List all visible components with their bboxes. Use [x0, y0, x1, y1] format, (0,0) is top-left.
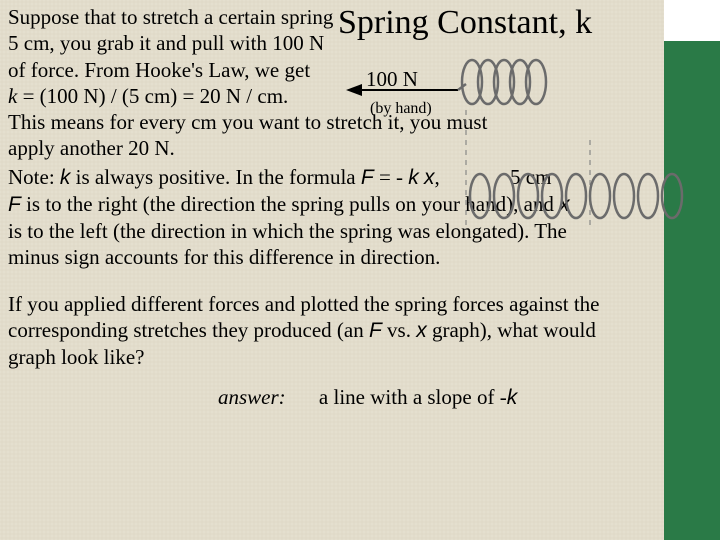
- answer-label: answer:: [218, 385, 286, 409]
- spring-bottom: [470, 174, 682, 218]
- note-mid1: is always positive. In the formula: [70, 165, 360, 189]
- note-k: k: [60, 166, 71, 189]
- equation-line: k = (100 N) / (5 cm) = 20 N / cm.: [8, 83, 334, 109]
- note-F: F: [8, 193, 21, 216]
- spring-diagram: [340, 40, 680, 240]
- dashed-guides: [466, 110, 590, 230]
- para1-line1: Suppose that to stretch a certain spring…: [8, 4, 334, 83]
- answer-k: k: [507, 386, 518, 409]
- para2-x: x: [416, 319, 427, 342]
- force-arrow: [346, 84, 458, 96]
- para2-b: vs.: [382, 318, 416, 342]
- answer-row: answer: a line with a slope of -k: [218, 384, 658, 411]
- k-var: k: [8, 84, 17, 108]
- paragraph-2: If you applied different forces and plot…: [8, 291, 628, 371]
- answer-text: a line with a slope of -: [319, 385, 507, 409]
- para2-F: F: [369, 319, 382, 342]
- spring-top: [458, 60, 546, 104]
- note-pre: Note:: [8, 165, 60, 189]
- equation-rest: = (100 N) / (5 cm) = 20 N / cm.: [17, 84, 288, 108]
